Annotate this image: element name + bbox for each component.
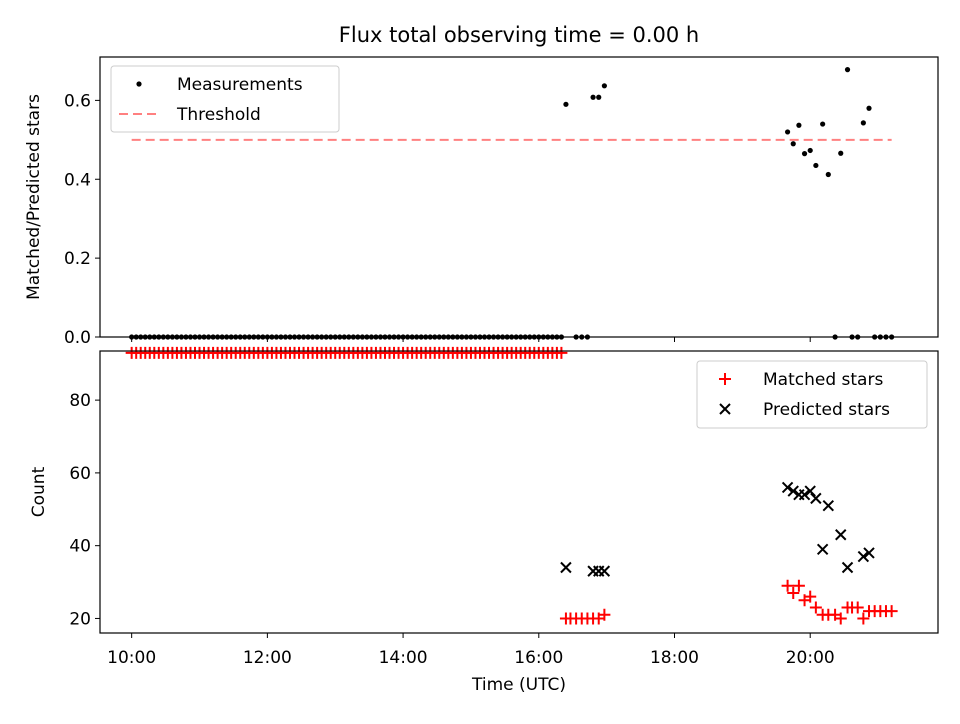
top-legend: Measurements Threshold [110,65,340,133]
xtick-label: 10:00 [107,648,156,668]
legend-label-predicted: Predicted stars [763,400,890,420]
predicted-star-point [863,547,875,559]
bottom-ytick-label: 80 [69,391,91,411]
measurement-point [838,150,844,156]
legend-marker-measurements [136,81,142,87]
top-ytick-label: 0.4 [64,170,91,190]
measurement-point [820,121,826,127]
measurement-point [790,141,796,147]
bottom-ytick-label: 40 [69,537,91,557]
measurement-point [801,151,808,157]
matched-star-point [885,605,898,618]
bottom-axes: Count Time (UTC) 20 40 60 80 10:00 12:00 14:00… [29,346,939,695]
xtick-label: 18:00 [650,648,699,668]
predicted-star-point [804,485,816,497]
counts-layer [125,346,898,625]
measurement-point [844,67,851,73]
bottom-legend-box [696,360,928,429]
measurement-point [784,129,791,135]
measurement-point [590,94,596,100]
xtick-label: 14:00 [379,648,428,668]
measurement-point [563,101,569,107]
measurement-point [825,171,831,178]
measurement-point [596,94,602,100]
matched-star-point [851,601,864,614]
legend-marker-predicted [719,403,731,415]
predicted-star-point [835,529,847,541]
matched-star-point [857,612,870,625]
matched-star-point [804,590,817,603]
measurement-point [866,105,872,111]
top-ytick-label: 0.6 [64,91,91,111]
bottom-ytick-label: 60 [69,464,91,484]
measurement-point [807,147,813,154]
legend-label-threshold: Threshold [176,105,261,125]
predicted-star-point [798,489,811,501]
matched-star-point [809,601,822,614]
xtick-label: 16:00 [514,648,563,668]
legend-marker-matched [719,373,731,385]
legend-label-matched: Matched stars [763,370,883,390]
bottom-ticks: 20 40 60 80 10:00 12:00 14:00 16:00 18:00 20:00 [69,391,834,668]
matched-star-point [834,612,847,625]
xtick-label: 12:00 [243,648,292,668]
chart-title: Flux total observing time = 0.00 h [339,23,699,47]
top-y-axis-label: Matched/Predicted stars [24,94,44,300]
predicted-star-point [816,543,829,556]
predicted-star-point [841,561,854,574]
matched-star-point [555,346,568,359]
bottom-legend: Matched stars Predicted stars [696,360,928,429]
matched-star-point [792,579,805,592]
bottom-y-axis-label: Count [29,466,49,517]
predicted-star-point [810,492,822,505]
matched-star-point [781,579,794,592]
measurement-point [796,122,802,128]
legend-label-measurements: Measurements [177,75,303,95]
measurement-point [813,162,819,169]
predicted-star-point [822,499,835,512]
top-ytick-label: 0.0 [64,328,91,348]
xtick-label: 20:00 [786,648,835,668]
measurement-point [601,83,607,89]
bottom-axes-frame [99,350,939,634]
top-ytick-label: 0.2 [64,249,91,269]
matched-star-point [787,586,800,599]
predicted-star-point [598,565,611,577]
predicted-star-point [857,550,870,563]
predicted-star-point [781,481,794,494]
top-axes-frame [99,56,939,338]
top-legend-box [110,65,340,133]
predicted-star-point [787,485,799,497]
predicted-star-point [560,561,572,574]
matched-star-point [598,608,611,621]
top-ticks: 0.0 0.2 0.4 0.6 [64,91,811,348]
x-axis-label: Time (UTC) [471,675,566,695]
measurement-point [860,120,866,126]
top-axes: Matched/Predicted stars 0.0 0.2 0.4 0.6 Mea… [24,56,939,348]
bottom-ytick-label: 20 [69,609,91,629]
